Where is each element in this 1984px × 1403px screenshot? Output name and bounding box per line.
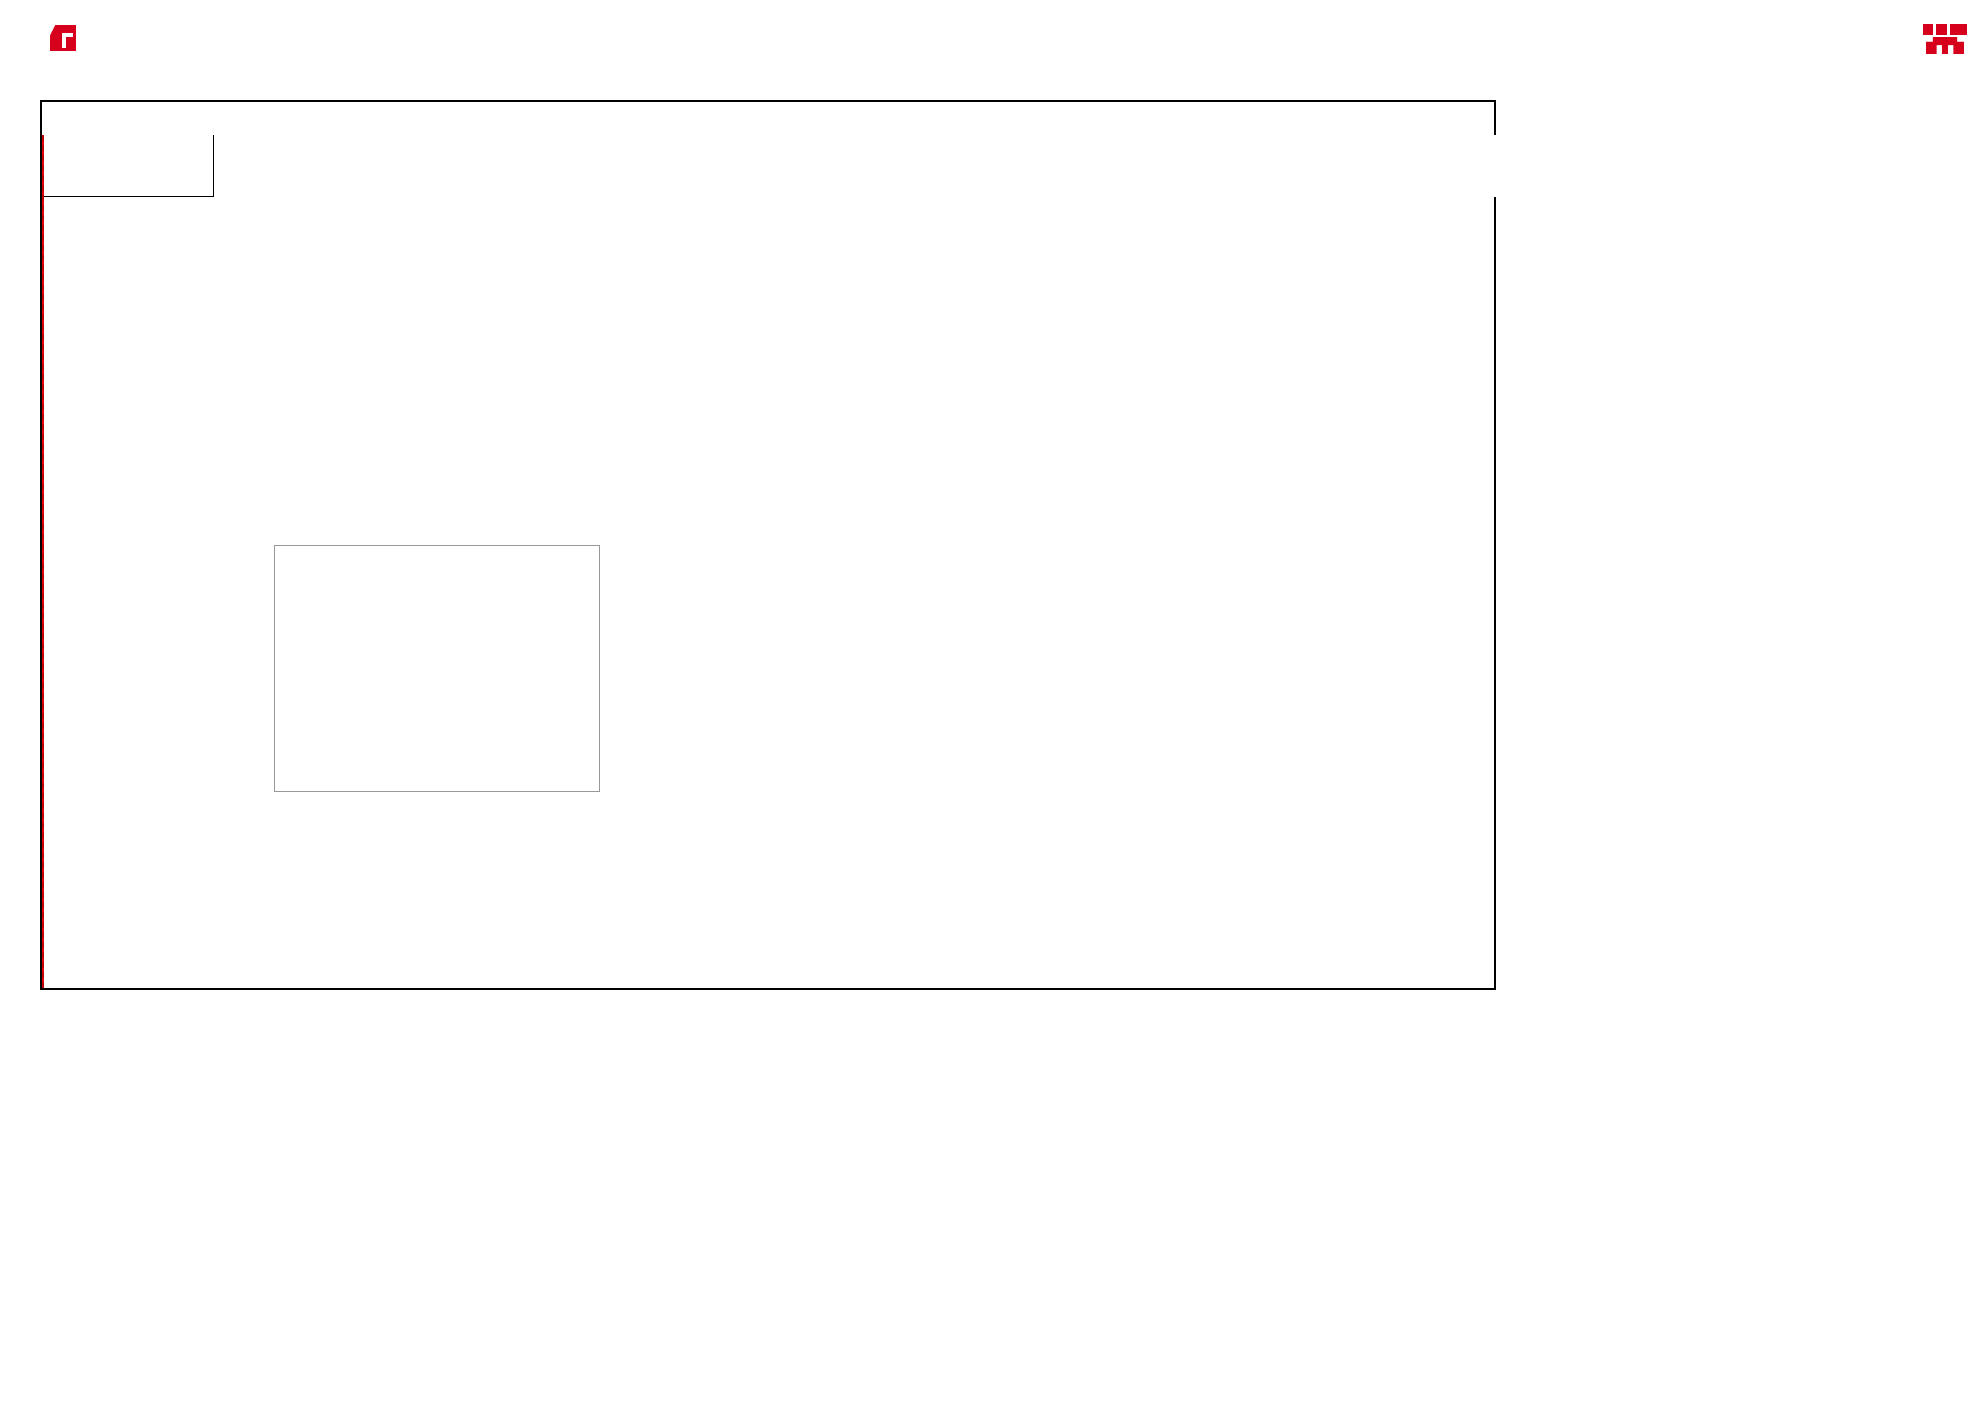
key-date-plot (214, 135, 1498, 197)
hyd-mark-icon (1923, 24, 1967, 54)
key-date-deadline-line (42, 135, 44, 988)
gantt-chart (40, 100, 1498, 990)
timeline-month-header (214, 113, 1498, 124)
timeline-year-header (214, 102, 1498, 113)
gammon-mark-icon (50, 25, 76, 51)
gammon-logo (50, 25, 82, 51)
highways-department-logo (1923, 24, 1974, 54)
key-date-row-label (42, 135, 214, 197)
key-date-band (42, 135, 1498, 197)
timeline-period-header (214, 124, 1498, 135)
legend-box (274, 545, 600, 792)
page-header (0, 0, 1984, 100)
